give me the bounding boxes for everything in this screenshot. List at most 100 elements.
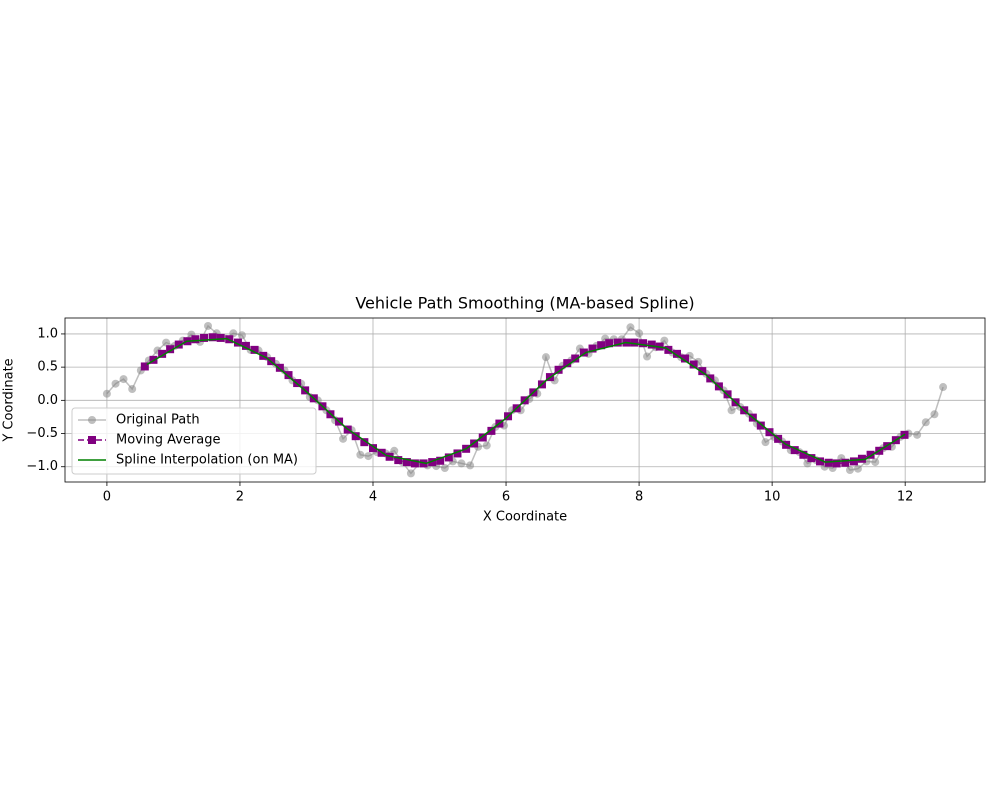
data-point	[871, 458, 880, 467]
data-point	[162, 338, 171, 347]
data-point	[588, 344, 597, 353]
x-axis-label: X Coordinate	[483, 510, 567, 525]
data-point	[824, 458, 833, 467]
data-point	[857, 454, 866, 463]
y-tick-label: 1.0	[37, 326, 58, 341]
data-point	[853, 464, 862, 473]
data-point	[394, 456, 403, 465]
data-point	[673, 349, 682, 358]
data-point	[841, 458, 850, 467]
legend-label: Original Path	[116, 413, 200, 428]
data-point	[639, 339, 648, 348]
data-point	[630, 338, 639, 347]
data-point	[554, 365, 563, 374]
x-tick-label: 10	[764, 490, 781, 505]
data-point	[237, 331, 246, 340]
data-point	[208, 333, 217, 342]
data-point	[635, 329, 644, 338]
data-point	[166, 345, 175, 354]
data-point	[571, 354, 580, 363]
data-point	[410, 459, 419, 468]
data-point	[761, 438, 770, 447]
data-point	[816, 457, 825, 466]
data-point	[807, 454, 816, 463]
series-line	[146, 337, 906, 465]
legend: Original Path Moving Average Spline Interp…	[71, 407, 317, 475]
data-point	[689, 360, 698, 369]
legend-marker	[88, 436, 96, 444]
data-point	[233, 338, 242, 347]
data-point	[849, 457, 858, 466]
data-point	[360, 438, 369, 447]
data-point	[765, 428, 774, 437]
legend-box	[71, 407, 317, 475]
x-tick-label: 0	[103, 490, 111, 505]
data-point	[284, 371, 293, 380]
data-point	[111, 379, 120, 388]
data-point	[626, 323, 635, 332]
data-point	[119, 375, 128, 384]
chart-title: Vehicle Path Smoothing (MA-based Spline)	[355, 294, 694, 313]
data-point	[541, 353, 550, 362]
data-point	[174, 340, 183, 349]
plot-frame	[64, 317, 986, 483]
x-tick-label: 2	[236, 490, 244, 505]
data-point	[680, 354, 689, 363]
y-tick-label: 0.0	[37, 393, 58, 408]
data-point	[466, 461, 475, 470]
y-tick-label: −1.0	[26, 459, 58, 474]
data-point	[845, 466, 854, 475]
x-tick-label: 12	[897, 490, 914, 505]
data-point	[698, 367, 707, 376]
legend-label: Moving Average	[116, 433, 220, 448]
data-point	[241, 341, 250, 350]
data-point	[457, 459, 466, 468]
data-point	[930, 410, 939, 419]
data-point	[158, 349, 167, 358]
data-point	[436, 456, 445, 465]
data-point	[939, 383, 948, 392]
legend-marker	[88, 416, 96, 424]
y-axis-label: Y Coordinate	[2, 358, 17, 442]
data-point	[102, 389, 111, 398]
data-point	[866, 450, 875, 459]
data-point	[563, 359, 572, 368]
x-tick-label: 6	[502, 490, 510, 505]
data-point	[579, 348, 588, 357]
y-tick-label: 0.5	[37, 360, 58, 375]
data-point	[756, 421, 765, 430]
data-point	[482, 441, 491, 450]
data-point	[428, 458, 437, 467]
data-point	[128, 385, 137, 394]
data-point	[605, 339, 614, 348]
data-point	[204, 321, 213, 330]
data-point	[406, 469, 415, 478]
data-point	[613, 338, 622, 347]
data-point	[832, 459, 841, 468]
data-point	[647, 340, 656, 349]
data-point	[140, 362, 149, 371]
data-point	[597, 341, 606, 350]
data-point	[440, 464, 449, 473]
data-point	[913, 430, 922, 439]
y-tick-label: −0.5	[26, 426, 58, 441]
data-point	[478, 433, 487, 442]
data-point	[444, 453, 453, 462]
data-point	[191, 335, 200, 344]
data-point	[339, 434, 348, 443]
data-point	[453, 449, 462, 458]
data-point	[356, 450, 365, 459]
data-point	[799, 450, 808, 459]
data-point	[727, 406, 736, 415]
legend-label: Spline Interpolation (on MA)	[116, 453, 298, 468]
data-point	[402, 458, 411, 467]
x-tick-label: 4	[369, 490, 377, 505]
data-point	[216, 333, 225, 342]
data-point	[368, 444, 377, 453]
data-point	[921, 418, 930, 427]
data-point	[364, 452, 373, 461]
x-tick-label: 8	[635, 490, 643, 505]
data-point	[250, 345, 259, 354]
data-point	[275, 363, 284, 372]
